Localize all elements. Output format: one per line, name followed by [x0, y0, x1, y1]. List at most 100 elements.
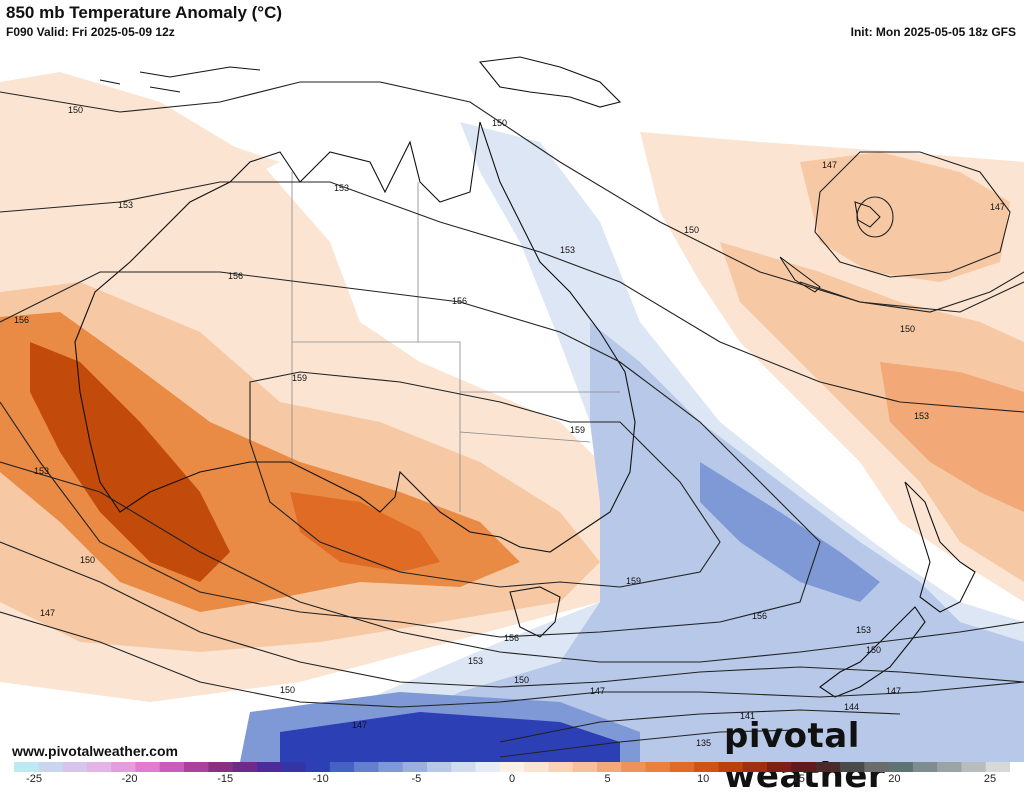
colorbar-tick-label: 15: [792, 773, 805, 785]
contour-label-156-w: 156: [14, 315, 29, 325]
colorbar-tick-label: 20: [888, 773, 901, 785]
colorbar-swatch: [961, 762, 987, 772]
colorbar-tick-label: -5: [411, 773, 422, 785]
contour-label-150-nz: 150: [866, 645, 881, 655]
cool-anomaly-mid-band: [700, 462, 880, 602]
contour-label-153-nz: 153: [856, 625, 871, 635]
colorbar-swatch: [111, 762, 137, 772]
contour-label-159-w: 159: [292, 373, 307, 383]
colorbar-swatch: [815, 762, 841, 772]
contour-159: [249, 371, 721, 588]
colorbar-swatch: [329, 762, 355, 772]
colorbar-swatch: [937, 762, 963, 772]
contour-label-159-e: 159: [570, 425, 585, 435]
colorbar-tick-label: 0: [508, 773, 516, 785]
colorbar-swatch: [451, 762, 477, 772]
colorbar-swatch: [742, 762, 768, 772]
colorbar: [14, 762, 1010, 772]
colorbar-swatch: [669, 762, 695, 772]
warm-anomaly-light-east: [720, 242, 1024, 582]
colorbar-tick-label: 25: [983, 773, 997, 785]
contour-label-153-c: 153: [334, 183, 349, 193]
colorbar-swatch: [426, 762, 452, 772]
colorbar-swatch: [208, 762, 234, 772]
colorbar-swatch: [38, 762, 64, 772]
colorbar-swatch: [135, 762, 161, 772]
new-guinea-coastline: [478, 56, 622, 108]
warm-anomaly-mid-east: [880, 362, 1024, 512]
contour-144: [499, 709, 901, 743]
contour-label-153-ne: 153: [560, 245, 575, 255]
contour-141: [499, 729, 801, 758]
contour-label-156-n: 156: [228, 271, 243, 281]
colorbar-swatch: [354, 762, 379, 772]
colorbar-swatch: [985, 762, 1010, 772]
warm-anomaly-light-nz-north: [800, 152, 1010, 282]
colorbar-tick-label: 5: [604, 773, 611, 785]
map-title: 850 mb Temperature Anomaly (°C): [6, 3, 283, 22]
tasmania-coastline: [509, 586, 561, 638]
colorbar-labels: -25 -20 -15 -10 -5 0 5 10 15 20 25: [0, 773, 1024, 789]
contour-label-150-sw: 150: [80, 555, 95, 565]
contour-label-147-s: 147: [352, 720, 367, 730]
contour-label-135: 135: [696, 738, 711, 748]
colorbar-swatch: [159, 762, 185, 772]
contour-label-147-w: 147: [40, 608, 55, 618]
colorbar-swatch: [232, 762, 258, 772]
colorbar-swatch: [839, 762, 865, 772]
colorbar-swatch: [694, 762, 720, 772]
colorbar-swatch: [524, 762, 550, 772]
contour-label-150-nw: 150: [68, 105, 83, 115]
colorbar-swatch: [912, 762, 938, 772]
contour-label-156-c: 156: [452, 296, 467, 306]
australia-coastline: [74, 121, 636, 553]
colorbar-swatch: [767, 762, 792, 772]
contour-label-150-e: 150: [684, 225, 699, 235]
contour-label-150-s: 150: [280, 685, 295, 695]
init-time: Init: Mon 2025-05-05 18z GFS: [850, 25, 1016, 39]
colorbar-swatch: [402, 762, 428, 772]
temperature-anomaly-map: 150 150 150 150 153 153 153 153 156 156 …: [0, 42, 1024, 762]
colorbar-swatch: [718, 762, 744, 772]
cool-anomaly-light-band: [380, 322, 1024, 762]
contour-150-south: [0, 541, 1024, 688]
cool-anomaly-nz-south: [900, 622, 1024, 722]
contour-label-147-fe: 147: [990, 202, 1005, 212]
warm-anomaly-strong-core: [30, 342, 230, 582]
colorbar-tick-label: -25: [26, 773, 42, 785]
contour-label-153-e: 153: [914, 411, 929, 421]
new-zealand-north-island: [904, 481, 976, 613]
contour-low-center: [856, 196, 894, 238]
cool-anomaly-strong-south: [280, 712, 620, 762]
indonesia-islands: [99, 66, 261, 93]
contour-label-141: 141: [740, 711, 755, 721]
colorbar-swatch: [256, 762, 282, 772]
contour-label-144: 144: [844, 702, 859, 712]
map-header: 850 mb Temperature Anomaly (°C) F090 Val…: [0, 0, 1024, 42]
colorbar-tick-label: 10: [697, 773, 710, 785]
state-borders: [291, 172, 620, 512]
colorbar-swatch: [305, 762, 331, 772]
contour-label-147-c: 147: [590, 686, 605, 696]
new-zealand-south-island: [819, 606, 926, 698]
colorbar-swatch: [281, 762, 307, 772]
colorbar-swatch: [378, 762, 404, 772]
contour-153-south: [0, 461, 1024, 663]
colorbar-swatch: [14, 762, 39, 772]
contour-label-150-ne: 150: [492, 118, 507, 128]
colorbar-swatch: [475, 762, 501, 772]
colorbar-tick-label: -20: [121, 773, 138, 785]
contour-150-north: [0, 81, 1024, 313]
colorbar-swatch: [864, 762, 890, 772]
colorbar-tick-label: -10: [312, 773, 329, 785]
colorbar-swatch: [888, 762, 914, 772]
contour-label-156-s: 156: [504, 633, 519, 643]
contour-label-159-s: 159: [626, 576, 641, 586]
contour-label-156-se: 156: [752, 611, 767, 621]
contour-147-south: [0, 611, 1024, 708]
contour-label-153-sw: 153: [34, 466, 49, 476]
contour-156: [0, 271, 821, 638]
contour-label-153-s: 153: [468, 656, 483, 666]
contour-label-153-n: 153: [118, 200, 133, 210]
colorbar-swatch: [597, 762, 622, 772]
